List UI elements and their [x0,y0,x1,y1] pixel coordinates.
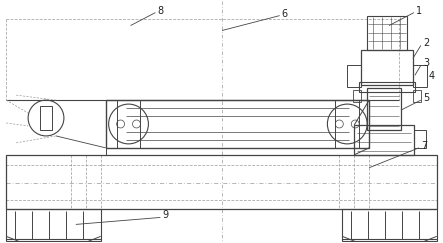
Bar [117,100,140,148]
Bar [354,125,414,155]
Bar [413,65,427,87]
Bar [6,155,437,209]
Text: 2: 2 [423,38,429,48]
Bar [367,16,407,50]
Bar [106,100,369,148]
Bar [40,106,52,130]
Text: 3: 3 [423,58,429,68]
Text: 1: 1 [416,6,422,16]
Bar [361,50,413,85]
Bar [353,90,361,102]
Bar [367,88,401,130]
Bar [413,90,421,102]
Text: 5: 5 [423,93,429,103]
Text: 8: 8 [157,6,163,16]
Text: 4: 4 [429,71,435,81]
Bar [335,100,359,148]
Text: 6: 6 [282,9,288,19]
Bar [342,209,437,241]
Bar [347,65,361,87]
Bar [359,82,415,92]
Text: 7: 7 [421,141,427,151]
Bar [6,209,101,241]
Bar [414,130,426,148]
Text: 9: 9 [162,210,168,220]
